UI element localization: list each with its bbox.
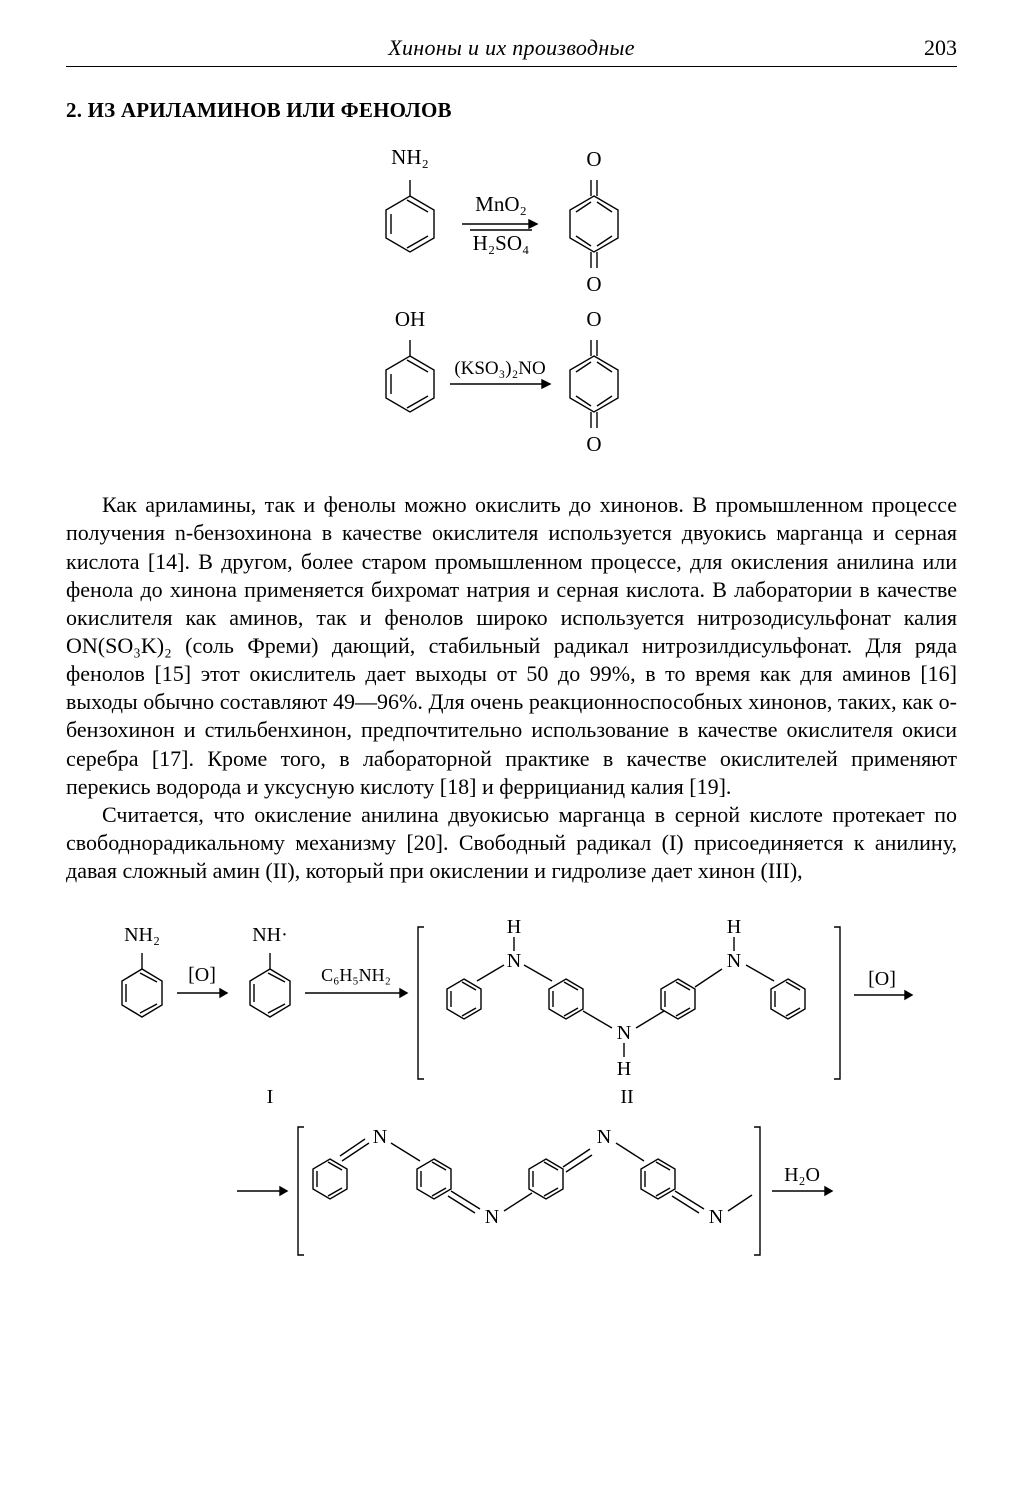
scheme1-r1-reagent-bot: H₂SO₄ (472, 231, 529, 255)
page-number: 203 (897, 34, 957, 62)
scheme2-N2: N (616, 1022, 630, 1044)
scheme2-aniline-sub: NH₂ (124, 924, 160, 946)
reaction-scheme-2: NH₂ [O] NH· C₆H₅NH₂ H N (66, 903, 957, 1270)
running-header: Хиноны и их производные 203 (66, 34, 957, 67)
scheme1-r2-start-sub: OH (394, 307, 424, 331)
scheme1-r1-reagent-top: MnO₂ (475, 192, 527, 216)
scheme2-ox2: [O] (868, 968, 896, 990)
scheme1-svg: NH₂ MnO₂ H₂SO₄ O O (332, 136, 692, 466)
scheme2-H2: H (616, 1058, 630, 1080)
section-heading: 2. ИЗ АРИЛАМИНОВ ИЛИ ФЕНОЛОВ (66, 97, 957, 124)
scheme2b-h2o: H₂O (784, 1164, 820, 1186)
scheme2-arrow-reagent: C₆H₅NH₂ (321, 965, 391, 985)
paragraph-1: Как ариламины, так и фенолы можно окисли… (66, 491, 957, 801)
scheme2-ox1: [O] (188, 964, 216, 986)
scheme2-radical-sub: NH· (252, 924, 288, 946)
scheme2-N1: N (506, 950, 520, 972)
scheme1-r1-prod-bot: O (586, 272, 601, 296)
paragraph-2: Считается, что окисление анилина двуокис… (66, 801, 957, 885)
running-title: Хиноны и их производные (126, 34, 897, 62)
reaction-scheme-1: NH₂ MnO₂ H₂SO₄ O O (66, 136, 957, 473)
scheme2b-N3: N (596, 1126, 610, 1148)
scheme2b-N4: N (708, 1206, 722, 1228)
scheme1-r2-reagent: (KSO₃)₂NO (454, 358, 545, 379)
scheme2b-N1: N (372, 1126, 386, 1148)
scheme1-r1-prod-top: O (586, 147, 601, 171)
scheme2-label-II: II (620, 1086, 633, 1108)
scheme2-H3: H (726, 916, 740, 938)
scheme1-r2-prod-top: O (586, 307, 601, 331)
scheme1-r1-start-sub: NH₂ (391, 145, 429, 169)
scheme2-label-I: I (266, 1086, 273, 1108)
scheme2-N3: N (726, 950, 740, 972)
scheme2b-N2: N (484, 1206, 498, 1228)
scheme2-H1: H (506, 916, 520, 938)
scheme2-svg: NH₂ [O] NH· C₆H₅NH₂ H N (72, 903, 952, 1263)
scheme1-r2-prod-bot: O (586, 432, 601, 456)
